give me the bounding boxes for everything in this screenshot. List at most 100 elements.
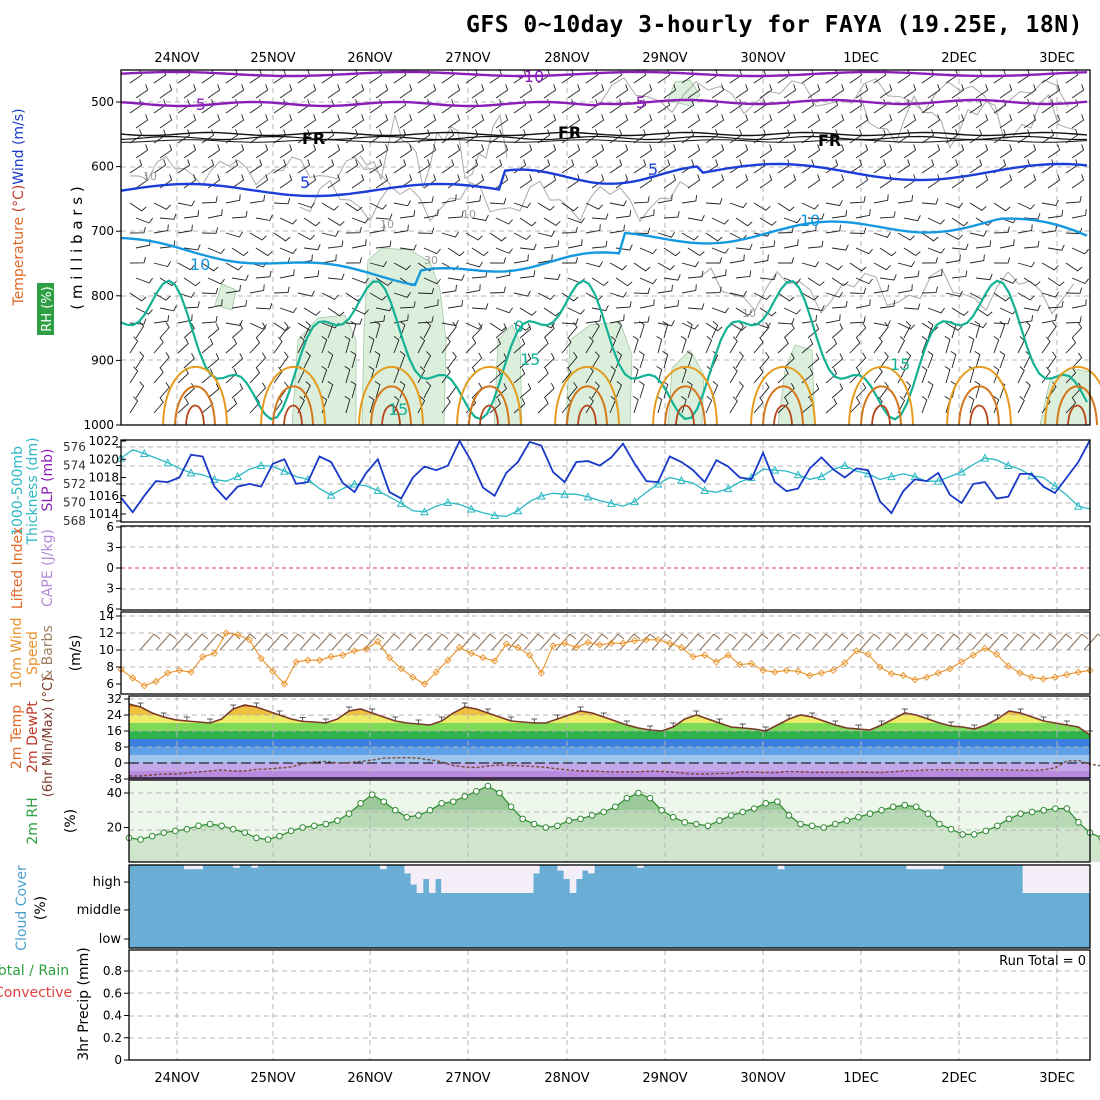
rh-marker [820, 824, 827, 831]
surface-wind-barb-flag [729, 633, 737, 640]
surface-wind-barb-flag [889, 633, 897, 640]
wind-barb [945, 202, 963, 209]
wind-barb [543, 273, 561, 280]
wind-barb [783, 382, 795, 399]
surface-wind-barb-flag [281, 633, 289, 640]
wind-barb [975, 174, 989, 189]
wind-barb [567, 322, 578, 339]
wind-barb [681, 284, 697, 294]
temp-contour-25 [272, 385, 314, 426]
wind-barb [135, 114, 149, 129]
wind-barb [705, 336, 713, 354]
wind-speed-marker [327, 653, 335, 661]
wind-barb [561, 318, 579, 325]
wind-barb [201, 316, 218, 324]
wind-barb [519, 323, 532, 339]
wind-barb [183, 322, 195, 339]
wind-barb [441, 366, 451, 384]
temp-contour-30 [871, 404, 891, 426]
surface-wind-barb-flag [249, 633, 257, 640]
wind-barb [135, 277, 153, 284]
thickness-marker [1003, 460, 1013, 469]
wind-barb [638, 351, 645, 369]
wind-barb [753, 367, 764, 384]
rh-marker [415, 812, 422, 819]
thickness-marker [957, 467, 966, 476]
temp-band [129, 747, 1090, 755]
rh-marker [959, 831, 966, 838]
surface-wind-barb-flag [921, 633, 929, 640]
bottom-date-label: 26NOV [347, 1071, 392, 1086]
wind-barb [632, 366, 639, 384]
wind-barb [921, 129, 935, 144]
rh-marker [172, 827, 179, 835]
wind-barb [1065, 262, 1083, 272]
wind-barb [681, 322, 699, 330]
wind-barb [249, 129, 263, 144]
wind-barb [921, 232, 939, 242]
wind-barb [831, 84, 845, 99]
wind-barb [513, 398, 526, 414]
rh-marker [403, 813, 411, 821]
wind-barb [447, 321, 457, 339]
wind-barb [663, 274, 681, 281]
wind-barb [921, 366, 928, 384]
wind-speed-marker [397, 665, 405, 673]
wind-barb [207, 84, 221, 99]
surface-wind-barb [235, 633, 251, 651]
wind-barb [567, 84, 581, 99]
wind-barb [399, 114, 413, 129]
temp-band [129, 723, 1090, 731]
lifted-index-tick-label: 0 [106, 561, 114, 575]
cloud-clear-segment [465, 865, 473, 893]
surface-wind-barb [699, 633, 715, 651]
wind-barb [447, 351, 457, 369]
wind-barb [345, 226, 362, 234]
wind-barb [327, 240, 344, 249]
surface-wind-barb [539, 633, 555, 651]
wind-barb [129, 226, 146, 234]
top-date-label: 3DEC [1039, 51, 1075, 66]
wind-barb [807, 277, 825, 287]
wind-barb [807, 174, 821, 189]
rh-marker [484, 782, 492, 790]
wind-barb [638, 321, 645, 339]
wind-barb [944, 366, 951, 384]
thickness-marker [490, 510, 499, 519]
wind-barb [615, 277, 633, 287]
wind-barb [183, 144, 197, 159]
thickness-marker [536, 491, 546, 500]
wind-barb [374, 351, 381, 369]
precip-frame [128, 949, 1091, 1061]
wind-barb [999, 239, 1015, 249]
wind-barb [945, 232, 963, 240]
surface-wind-barb-flag [585, 633, 593, 640]
wind-barb [945, 322, 963, 331]
wind-barb [951, 270, 968, 279]
chart-title: GFS 0~10day 3-hourly for FAYA (19.25E, 1… [466, 12, 1083, 38]
rh-marker [496, 789, 503, 797]
wind-barb [849, 196, 866, 204]
wind-speed-marker [1051, 673, 1059, 681]
wind-barb [903, 144, 917, 159]
wind-speed-marker [911, 676, 919, 684]
cloud-clear-segment [251, 865, 259, 868]
wind-speed-marker [806, 671, 814, 680]
wind-barb [711, 269, 727, 279]
temp-contour-20 [652, 366, 718, 426]
wind-barb [999, 321, 1006, 339]
wind-barb [656, 336, 663, 354]
wind-barb [615, 114, 629, 129]
wind-barb [1017, 366, 1025, 384]
wind-barb [687, 174, 701, 189]
wind-barb [399, 144, 413, 159]
contour-label: 0 [514, 317, 524, 336]
wind-barb [753, 254, 769, 264]
wind-barb [801, 292, 819, 301]
wind-barb [801, 224, 817, 234]
temp-contour-30 [675, 404, 695, 426]
wind-barb [705, 322, 723, 332]
wind-barb [441, 231, 459, 238]
temp-contour-25 [1056, 385, 1098, 426]
wind-barb [513, 254, 529, 264]
